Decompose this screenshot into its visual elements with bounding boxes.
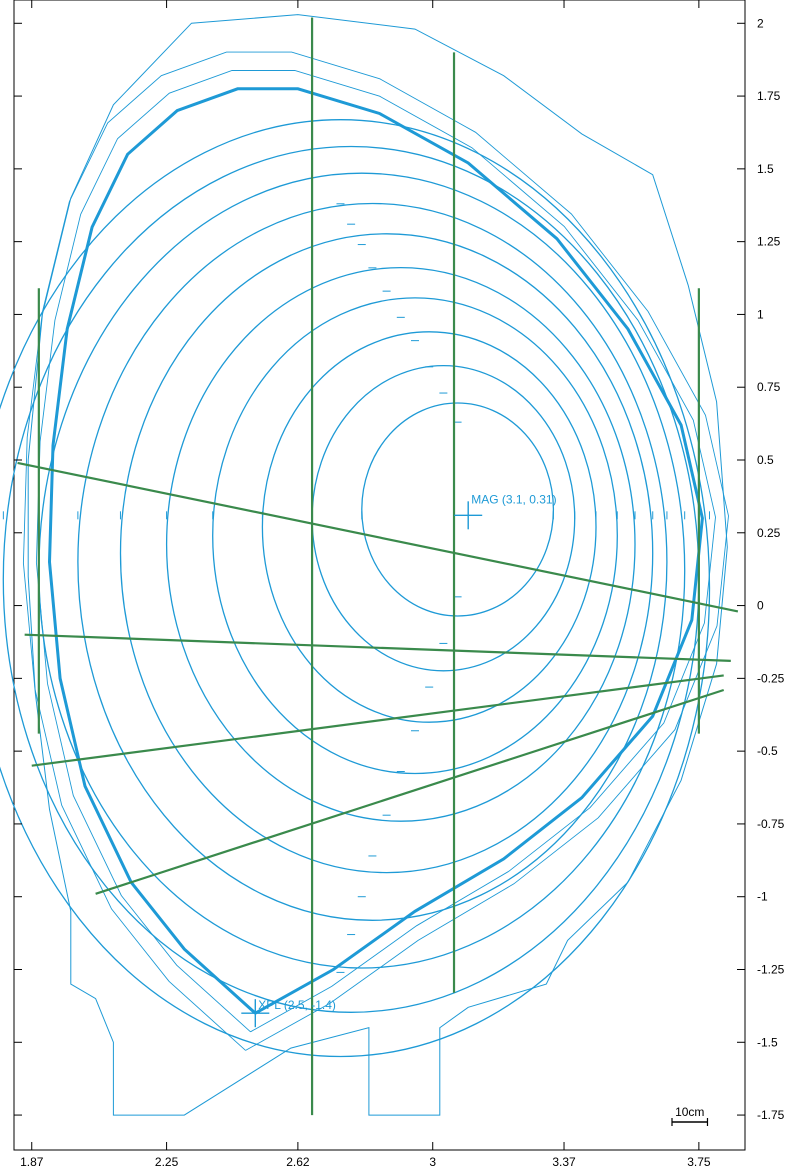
- open-field-line: [35, 70, 716, 1033]
- y-tick-label: 1.75: [757, 89, 781, 103]
- flux-surface: [0, 119, 711, 1058]
- flux-surface: [311, 364, 576, 672]
- vessel-wall: [27, 14, 728, 1116]
- diagnostic-chord: [31, 674, 724, 767]
- y-tick-label: 1.25: [757, 235, 781, 249]
- flux-surface: [38, 172, 686, 969]
- flux-surface: [212, 297, 618, 775]
- flux-surface: [361, 402, 555, 617]
- plot-frame: [13, 0, 746, 1151]
- marker-layer: MAG (3.1, 0.31) XPL (2.5, -1.4): [241, 492, 557, 1028]
- magnetic-axis-label: MAG (3.1, 0.31): [471, 492, 556, 506]
- x-tick-label: 2.62: [286, 1155, 310, 1169]
- y-tick-label: 0.5: [757, 453, 774, 467]
- separatrix: [47, 87, 704, 1015]
- x-tick-label: 3.37: [552, 1155, 576, 1169]
- scale-bar-label: 10cm: [675, 1105, 704, 1119]
- chord-layer: [17, 17, 739, 1116]
- open-field-line: [22, 51, 729, 1051]
- x-tick-label: 3.75: [687, 1155, 711, 1169]
- y-tick-label: 0.75: [757, 380, 781, 394]
- flux-surface: [2, 145, 700, 1013]
- y-tick-label: -1.25: [757, 962, 785, 976]
- flux-surface: [165, 266, 636, 822]
- x-tick-label: 2.25: [155, 1155, 179, 1169]
- y-tick-label: 2: [757, 16, 764, 30]
- y-tick-label: 0.25: [757, 526, 781, 540]
- diagnostic-chord: [17, 461, 739, 613]
- flux-surface-layer: [0, 87, 711, 1058]
- y-tick-label: 1.5: [757, 162, 774, 176]
- y-tick-label: -0.5: [757, 744, 778, 758]
- flux-surface: [261, 331, 597, 723]
- y-tick-label: -1.75: [757, 1108, 785, 1122]
- y-tick-label: -1.5: [757, 1035, 778, 1049]
- y-tick-label: -0.25: [757, 671, 785, 685]
- y-tick-label: 0: [757, 599, 764, 613]
- y-tick-label: -0.75: [757, 817, 785, 831]
- x-tick-label: 3: [429, 1155, 436, 1169]
- x-point-label: XPL (2.5, -1.4): [258, 998, 336, 1012]
- axis-layer: 1.87 2.25 2.62 3 3.37 3.75 2 1.75 1.5 1.25 1 0.75 0.…: [14, 0, 785, 1169]
- diagnostic-chord: [95, 688, 725, 895]
- y-tick-label: -1: [757, 890, 768, 904]
- x-tick-label: 1.87: [20, 1155, 44, 1169]
- flux-surface: [77, 202, 668, 921]
- y-tick-label: 1: [757, 307, 764, 321]
- diagnostic-chord: [24, 633, 731, 662]
- flux-surface: [119, 233, 654, 874]
